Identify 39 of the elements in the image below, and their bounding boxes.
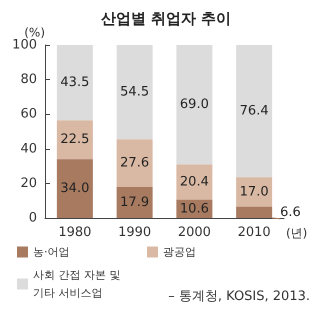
y-tick-label: 80 [20,72,37,88]
data-label: 69.0 [180,97,209,112]
bar [116,45,153,140]
data-label: 54.5 [120,84,150,100]
bar [236,45,272,178]
y-tick-label: 40 [20,141,37,156]
bar [176,164,212,200]
data-label: 20.4 [180,174,209,190]
y-tick-label: 20 [20,176,37,191]
bar [176,45,212,164]
bar [116,187,153,218]
y-axis-title: (%) [24,26,45,40]
bar [56,159,93,218]
x-tick-label: 2010 [238,225,271,240]
bar [116,139,153,188]
data-label: 76.4 [240,104,269,119]
data-label: 43.5 [60,75,90,90]
y-tick-label: 100 [12,38,37,52]
text: – 통계청, KOSIS, 2013. [168,289,310,304]
data-label: 22.5 [60,132,90,148]
data-label: 17.0 [240,184,269,200]
data-label: 6.6 [280,204,301,220]
y-tick-label: 0 [28,210,37,226]
data-label: 34.0 [60,181,90,196]
x-tick-label: 2000 [178,225,211,240]
x-tick-label: 1980 [58,225,92,240]
bar [56,120,93,160]
legend-label: 사회 간접 자본 및 기타 서비스업 [33,268,124,300]
legend-label: 농·어업 [33,246,70,258]
bar [236,177,272,207]
data-label: 27.6 [120,156,150,171]
legend-label: 광공업 [163,246,196,258]
bar [56,45,93,120]
y-tick-label: 60 [20,106,37,122]
data-label: 17.9 [120,195,150,210]
x-axis-title: (년) [286,226,308,240]
data-label: 10.6 [180,201,209,216]
chart-title: 산업별 취업자 추이 [100,10,232,28]
x-tick-label: 1990 [118,225,152,240]
